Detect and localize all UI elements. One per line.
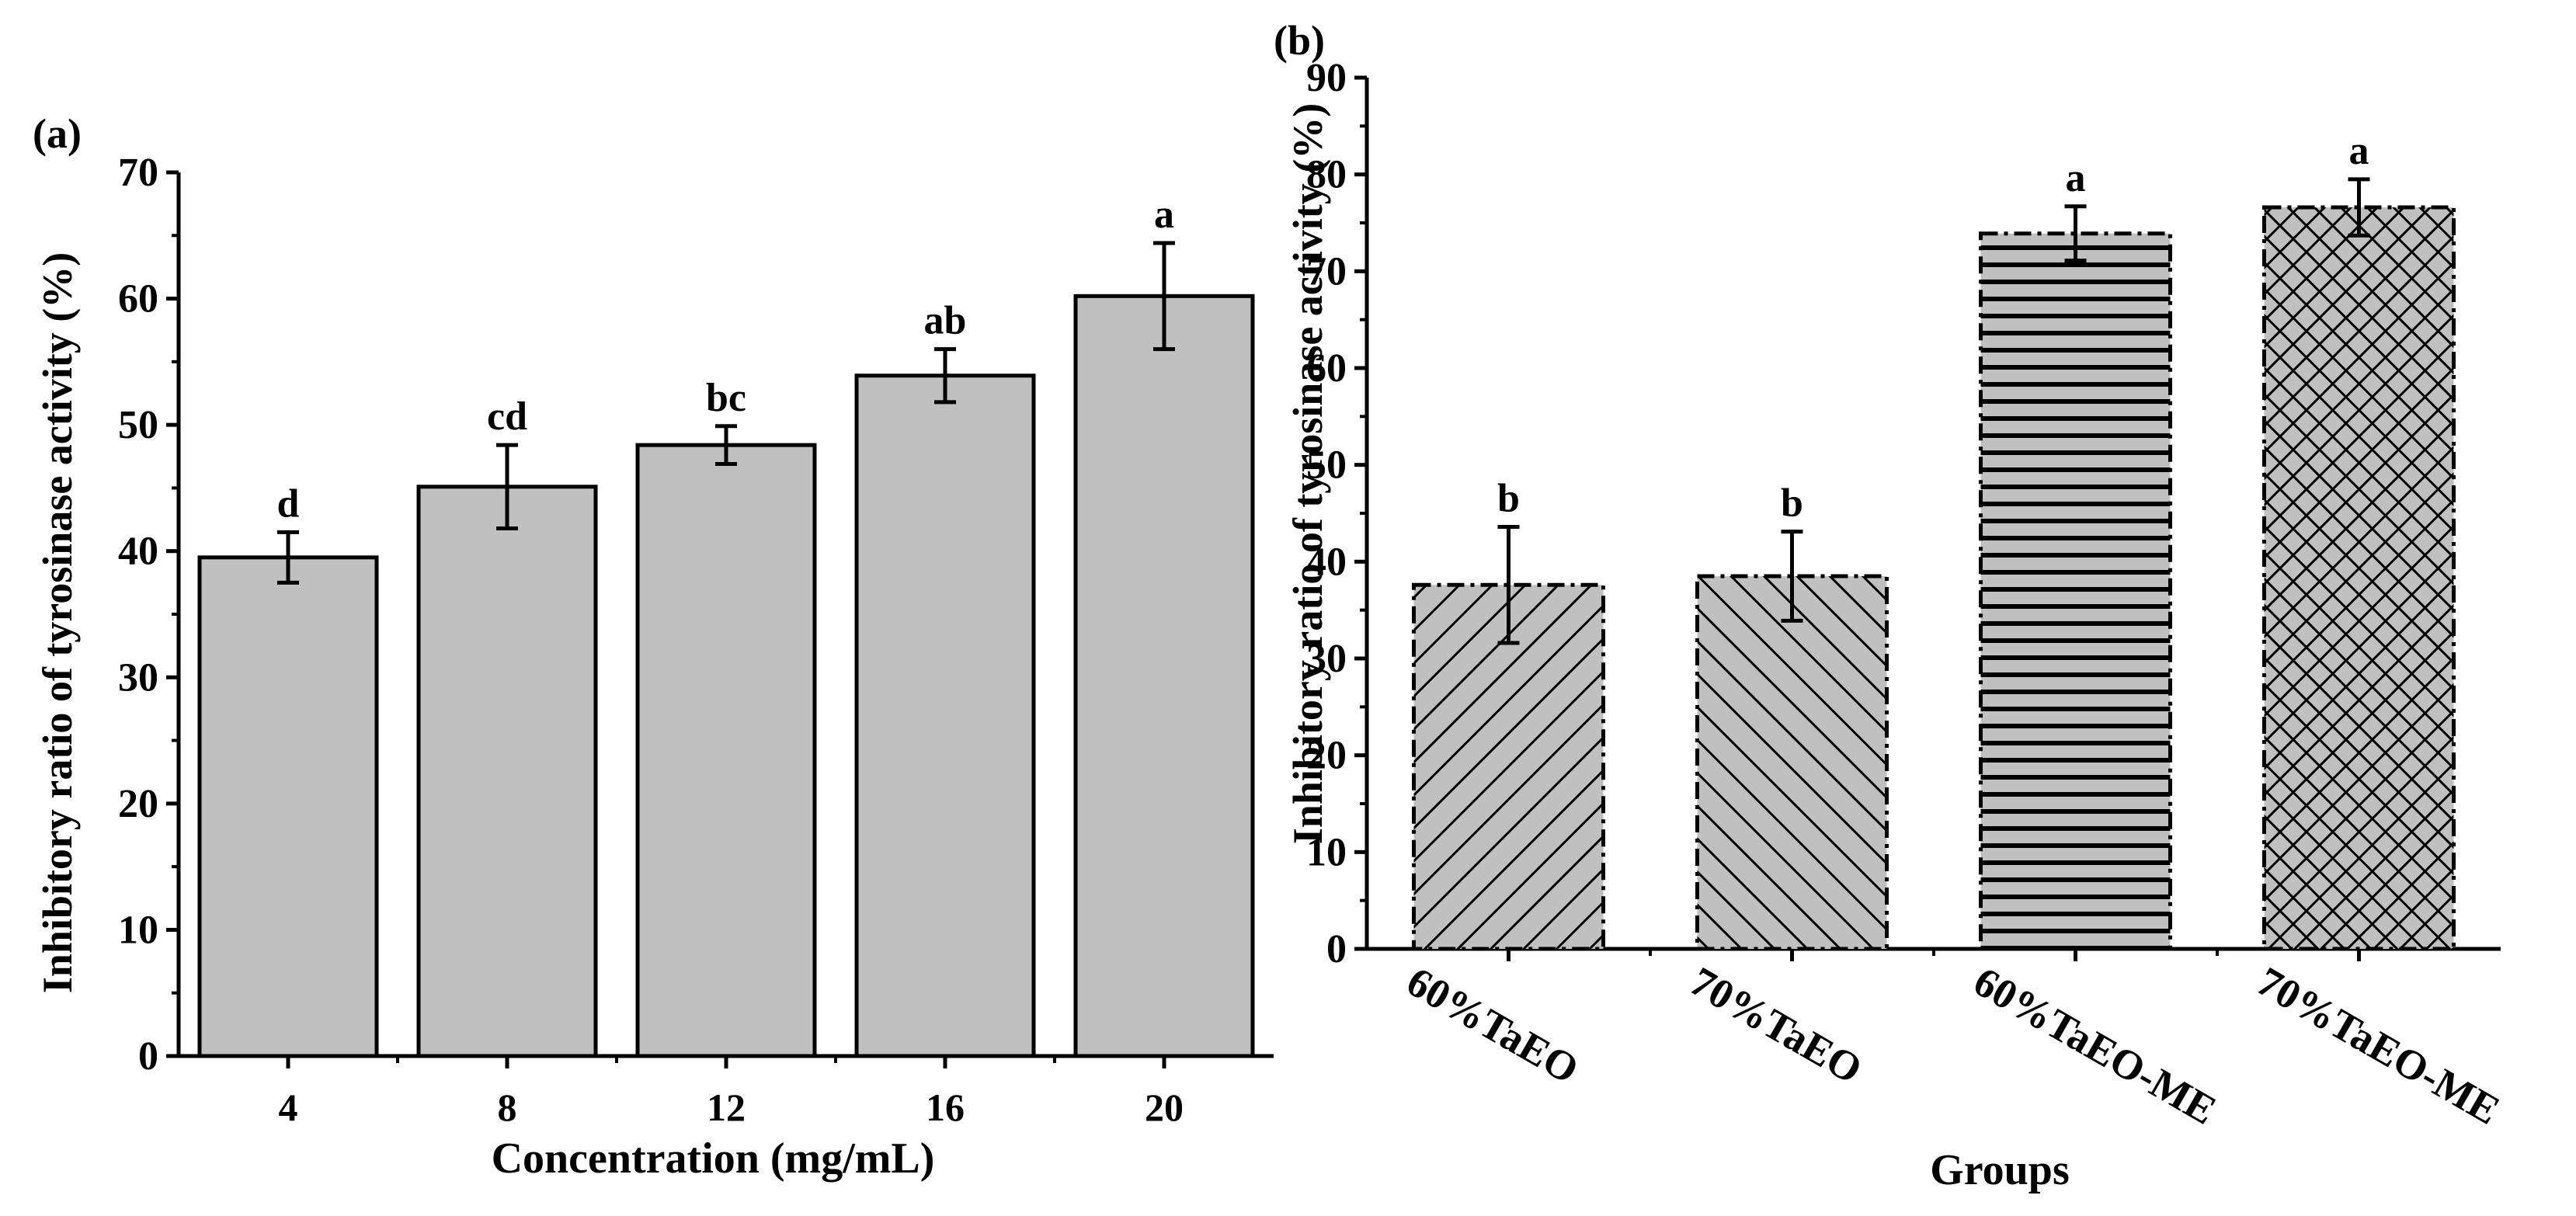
x-tick-label: 60%TaEO (1399, 957, 1587, 1093)
bar (1073, 294, 1255, 1058)
y-tick-label: 70 (1306, 249, 1347, 294)
significance-letter: ab (924, 299, 967, 343)
x-tick-label: 8 (498, 1086, 517, 1129)
y-axis-title-a: Inhibitory ratio of tyrosinase activity … (34, 252, 81, 993)
significance-letter: a (1154, 193, 1174, 237)
panel-label-b: (b) (1274, 17, 1325, 64)
bar (2262, 205, 2456, 951)
y-tick-label: 0 (138, 1034, 158, 1079)
bar (1412, 582, 1605, 951)
y-tick-label: 0 (1326, 927, 1347, 971)
bar (635, 443, 817, 1058)
y-tick-label: 10 (1306, 830, 1347, 874)
bar (197, 555, 379, 1058)
significance-letter: a (2349, 129, 2369, 173)
x-tick-label: 16 (926, 1086, 965, 1129)
x-tick-label: 20 (1145, 1086, 1184, 1129)
y-tick-label: 30 (118, 655, 158, 700)
y-tick-label: 40 (118, 530, 158, 574)
chart-panel-b: (b) Inhibitory ratio of tyrosinase activ… (1274, 17, 2508, 1194)
x-tick-label: 70%TaEO (1683, 957, 1870, 1093)
bar (854, 373, 1036, 1058)
y-tick-label: 50 (118, 403, 158, 447)
plot-area-a: 0 10 20 30 40 50 60 70 d 4 cd 8 bc 12 ab 16 a 20 (118, 151, 1274, 1129)
bar (416, 485, 598, 1058)
y-tick-label: 40 (1306, 540, 1347, 584)
significance-letter: d (277, 481, 300, 526)
significance-letter: a (2066, 156, 2086, 200)
x-axis-title-a: Concentration (mg/mL) (492, 1134, 935, 1183)
panel-label-a: (a) (33, 110, 82, 157)
x-tick-label: 60%TaEO-ME (1966, 957, 2224, 1133)
x-axis-title-b: Groups (1930, 1146, 2069, 1194)
y-tick-label: 30 (1306, 637, 1347, 681)
y-tick-label: 20 (1306, 734, 1347, 778)
x-tick-label: 70%TaEO-ME (2250, 957, 2508, 1133)
plot-area-b: 0 10 20 30 40 50 60 70 80 90 b 60%TaEO b 70%TaEO a 60%T… (1306, 56, 2508, 1134)
y-tick-label: 90 (1306, 56, 1347, 100)
y-tick-label: 60 (118, 277, 158, 321)
y-tick-label: 10 (118, 908, 158, 952)
chart-panel-a: (a) Inhibitory ratio of tyrosinase activ… (33, 110, 1274, 1183)
significance-letter: b (1497, 476, 1520, 520)
significance-letter: cd (487, 394, 527, 439)
y-axis-title-b: Inhibitory ratio of tyrosinase activity … (1285, 103, 1331, 844)
x-tick-label: 4 (279, 1086, 298, 1129)
y-tick-label: 50 (1306, 443, 1347, 488)
x-tick-label: 12 (707, 1086, 746, 1129)
y-tick-label: 70 (118, 151, 158, 195)
y-tick-label: 80 (1306, 153, 1347, 197)
y-tick-label: 20 (118, 782, 158, 826)
bar (1979, 231, 2172, 951)
y-tick-label: 60 (1306, 346, 1347, 391)
significance-letter: b (1781, 481, 1803, 526)
bar (1695, 574, 1889, 951)
significance-letter: bc (706, 376, 746, 420)
